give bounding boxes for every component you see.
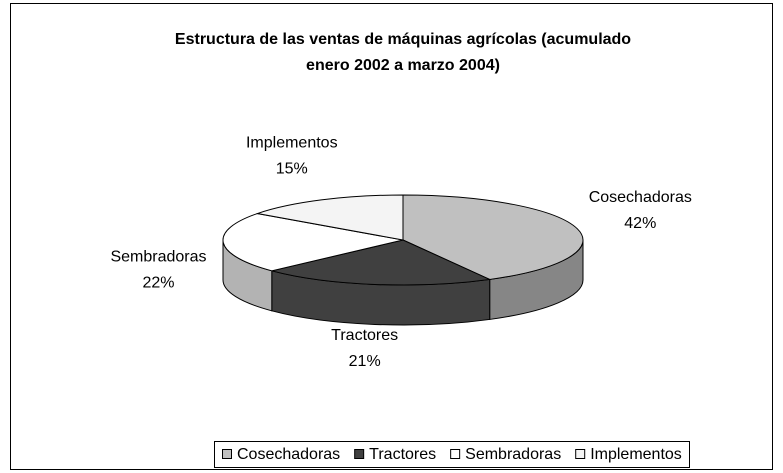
slice-label: Tractores	[331, 327, 398, 344]
legend-swatch	[222, 449, 232, 459]
slice-value-label: 22%	[142, 275, 174, 292]
slice-label: Implementos	[246, 134, 338, 151]
pie-slice	[271, 239, 492, 286]
legend-swatch	[354, 449, 365, 459]
legend-swatch	[575, 449, 586, 459]
chart-title: enero 2002 a marzo 2004)	[306, 57, 500, 74]
legend-label: Cosechadoras	[237, 446, 340, 463]
legend-label: Tractores	[369, 446, 436, 463]
slice-value-label: 15%	[276, 160, 308, 177]
slice-value-label: 42%	[624, 215, 656, 232]
legend-label: Sembradoras	[465, 446, 561, 463]
pie-slice	[402, 194, 584, 280]
pie-slice	[222, 213, 404, 272]
pie-slice	[255, 194, 404, 241]
slice-value-label: 21%	[349, 353, 381, 370]
legend-swatch	[450, 449, 461, 459]
chart-title: Estructura de las ventas de máquinas agr…	[175, 31, 631, 48]
legend-label: Implementos	[590, 446, 682, 463]
slice-label: Sembradoras	[110, 249, 206, 266]
slice-label: Cosechadoras	[589, 189, 692, 206]
